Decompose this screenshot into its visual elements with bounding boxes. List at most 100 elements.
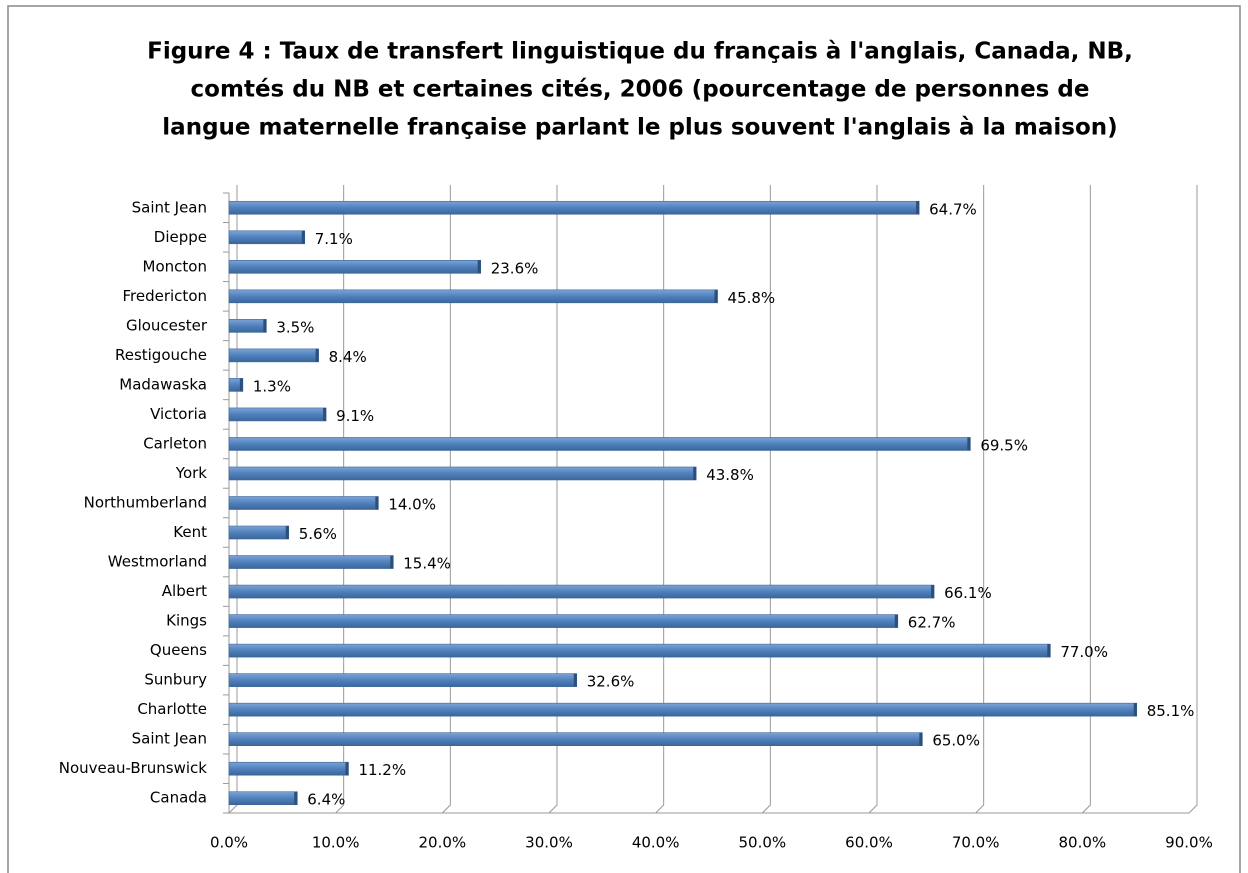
value-label: 11.2%	[358, 761, 406, 779]
chart-title: Figure 4 : Taux de transfert linguistiqu…	[147, 39, 1133, 65]
value-label: 14.0%	[388, 496, 436, 514]
y-tick-label: Fredericton	[123, 287, 208, 305]
y-tick-label: Kings	[166, 612, 207, 630]
y-tick-label: Restigouche	[115, 346, 207, 364]
bar-end	[375, 496, 379, 510]
grid-line	[655, 185, 665, 814]
x-tick-label: 20.0%	[419, 834, 467, 852]
x-tick-label: 80.0%	[1059, 834, 1107, 852]
y-tick-label: Madawaska	[119, 375, 207, 393]
value-label: 3.5%	[276, 318, 314, 336]
x-tick-label: 40.0%	[632, 834, 680, 852]
bar	[228, 348, 319, 363]
bar-end	[714, 289, 718, 303]
y-tick-label: Saint Jean	[132, 730, 207, 748]
grid-line	[761, 185, 771, 814]
bar-end	[323, 407, 327, 421]
y-tick-label: Victoria	[150, 405, 207, 423]
value-label: 65.0%	[932, 732, 980, 750]
bar	[228, 437, 971, 451]
x-tick-label: 10.0%	[312, 834, 360, 852]
value-label: 32.6%	[587, 673, 635, 691]
chart-title: langue maternelle française parlant le p…	[162, 115, 1117, 141]
value-label: 85.1%	[1147, 702, 1195, 720]
bar-end	[894, 614, 898, 628]
bar	[228, 584, 935, 599]
bar	[228, 761, 349, 776]
bar-end	[967, 437, 971, 451]
bar-end	[390, 555, 394, 569]
bar	[228, 673, 578, 687]
value-label: 45.8%	[728, 289, 776, 307]
bar-end	[573, 673, 577, 687]
bar-end	[301, 230, 305, 244]
y-tick-label: Sunbury	[144, 671, 207, 689]
bar	[228, 319, 267, 333]
y-tick-label: York	[175, 464, 208, 482]
value-label: 69.5%	[980, 436, 1028, 454]
chart-title: comtés du NB et certaines cités, 2006 (p…	[191, 77, 1090, 103]
value-label: 23.6%	[491, 259, 539, 277]
value-label: 62.7%	[908, 614, 956, 632]
x-tick-label: 50.0%	[739, 834, 787, 852]
value-label: 64.7%	[929, 200, 977, 218]
bar	[228, 496, 379, 510]
grid-line	[1081, 185, 1091, 814]
bar	[228, 791, 298, 806]
y-tick-label: Gloucester	[126, 316, 208, 334]
y-tick-label: Westmorland	[108, 553, 207, 571]
bar	[228, 466, 697, 481]
y-tick-label: Canada	[150, 789, 207, 807]
x-tick-label: 30.0%	[525, 834, 573, 852]
bar-end	[931, 585, 935, 599]
bar	[228, 289, 718, 304]
bar-end	[693, 466, 697, 480]
value-label: 6.4%	[307, 791, 345, 809]
bar	[228, 260, 482, 274]
bar	[228, 555, 394, 569]
y-tick-label: Kent	[173, 523, 207, 541]
bar	[228, 407, 327, 422]
grid-line	[1188, 185, 1198, 814]
value-label: 66.1%	[944, 584, 992, 602]
grid-line	[335, 185, 345, 814]
value-label: 8.4%	[329, 348, 367, 366]
bar-end	[477, 260, 481, 274]
y-tick-label: Carleton	[143, 434, 207, 452]
y-tick-label: Moncton	[143, 257, 207, 275]
value-label: 77.0%	[1060, 643, 1108, 661]
bar	[228, 230, 306, 245]
bar	[228, 525, 290, 540]
bar-end	[239, 378, 243, 392]
y-tick-label: Dieppe	[154, 228, 207, 246]
value-label: 5.6%	[299, 525, 337, 543]
x-tick-label: 0.0%	[210, 834, 248, 852]
y-tick-label: Northumberland	[84, 494, 207, 512]
y-tick-label: Charlotte	[137, 700, 207, 718]
x-tick-label: 60.0%	[845, 834, 893, 852]
bar	[228, 614, 899, 628]
bar-end	[285, 526, 289, 540]
grid-line	[548, 185, 558, 814]
y-tick-label: Albert	[162, 582, 207, 600]
bar-end	[345, 762, 349, 776]
value-label: 1.3%	[253, 377, 291, 395]
bar-end	[315, 348, 319, 362]
bar-end	[294, 791, 298, 805]
bar	[228, 732, 923, 746]
y-tick-label: Queens	[150, 641, 207, 659]
y-tick-label: Saint Jean	[132, 198, 207, 216]
x-tick-label: 90.0%	[1165, 834, 1213, 852]
value-label: 7.1%	[315, 230, 353, 248]
bar	[228, 200, 920, 215]
bar-end	[1133, 703, 1137, 717]
grid-line	[441, 185, 451, 814]
bar-end	[916, 201, 920, 215]
x-tick-label: 70.0%	[952, 834, 1000, 852]
grid-line	[868, 185, 878, 814]
bar	[228, 643, 1051, 658]
bar	[228, 702, 1138, 717]
value-label: 43.8%	[706, 466, 754, 484]
